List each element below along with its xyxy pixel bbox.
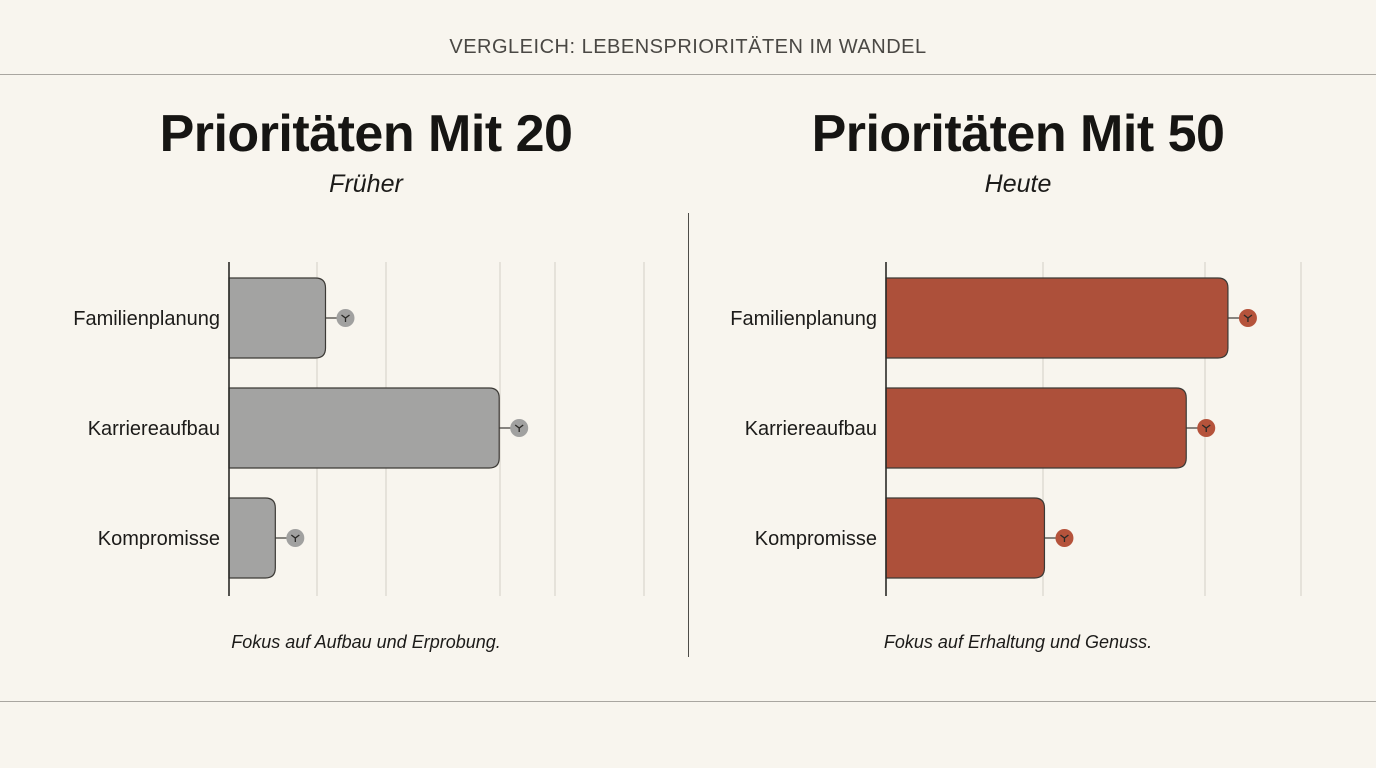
- left-label-karriereaufbau: Karriereaufbau: [88, 418, 220, 440]
- left-panel-note: Fokus auf Aufbau und Erprobung.: [231, 632, 501, 652]
- top-rule: [0, 74, 1376, 75]
- right-bar-familienplanung: [885, 277, 1229, 359]
- right-label-kompromisse: Kompromisse: [755, 528, 877, 550]
- left-bar-familienplanung: [228, 277, 327, 359]
- right-panel-subtitle: Heute: [984, 170, 1052, 198]
- right-marker-glyph-karriereaufbau: [1201, 424, 1211, 432]
- left-panel-title: Prioritäten Mit 20: [159, 105, 573, 163]
- right-label-karriereaufbau: Karriereaufbau: [745, 418, 877, 440]
- left-label-familienplanung: Familienplanung: [73, 308, 220, 330]
- header-title: VERGLEICH: LEBENSPRIORITÄTEN IM WANDEL: [449, 36, 927, 58]
- right-panel-note: Fokus auf Erhaltung und Genuss.: [883, 632, 1153, 652]
- right-marker-glyph-kompromisse: [1060, 534, 1069, 542]
- bottom-rule: [0, 701, 1376, 702]
- right-bar-karriereaufbau: [885, 387, 1187, 469]
- panel-divider: [688, 213, 689, 657]
- left-marker-glyph-familienplanung: [341, 314, 350, 322]
- right-label-familienplanung: Familienplanung: [730, 308, 877, 330]
- left-marker-glyph-karriereaufbau: [514, 424, 524, 432]
- right-bar-kompromisse: [885, 497, 1046, 579]
- left-bar-kompromisse: [228, 497, 276, 579]
- right-marker-glyph-familienplanung: [1243, 314, 1253, 322]
- left-panel-subtitle: Früher: [329, 170, 403, 198]
- right-panel-title: Prioritäten Mit 50: [811, 105, 1225, 163]
- left-label-kompromisse: Kompromisse: [98, 528, 220, 550]
- left-marker-glyph-kompromisse: [290, 534, 300, 542]
- left-bar-karriereaufbau: [228, 387, 500, 469]
